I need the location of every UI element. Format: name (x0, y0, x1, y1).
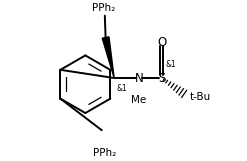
Text: O: O (157, 37, 166, 49)
Text: Me: Me (131, 95, 146, 105)
Text: &1: &1 (117, 84, 127, 93)
Text: &1: &1 (165, 60, 176, 69)
Text: PPh₂: PPh₂ (93, 148, 116, 158)
Text: t-Bu: t-Bu (190, 92, 211, 102)
Text: PPh₂: PPh₂ (92, 3, 115, 13)
Text: S: S (158, 71, 165, 85)
Text: N: N (135, 71, 144, 85)
Polygon shape (102, 37, 114, 78)
